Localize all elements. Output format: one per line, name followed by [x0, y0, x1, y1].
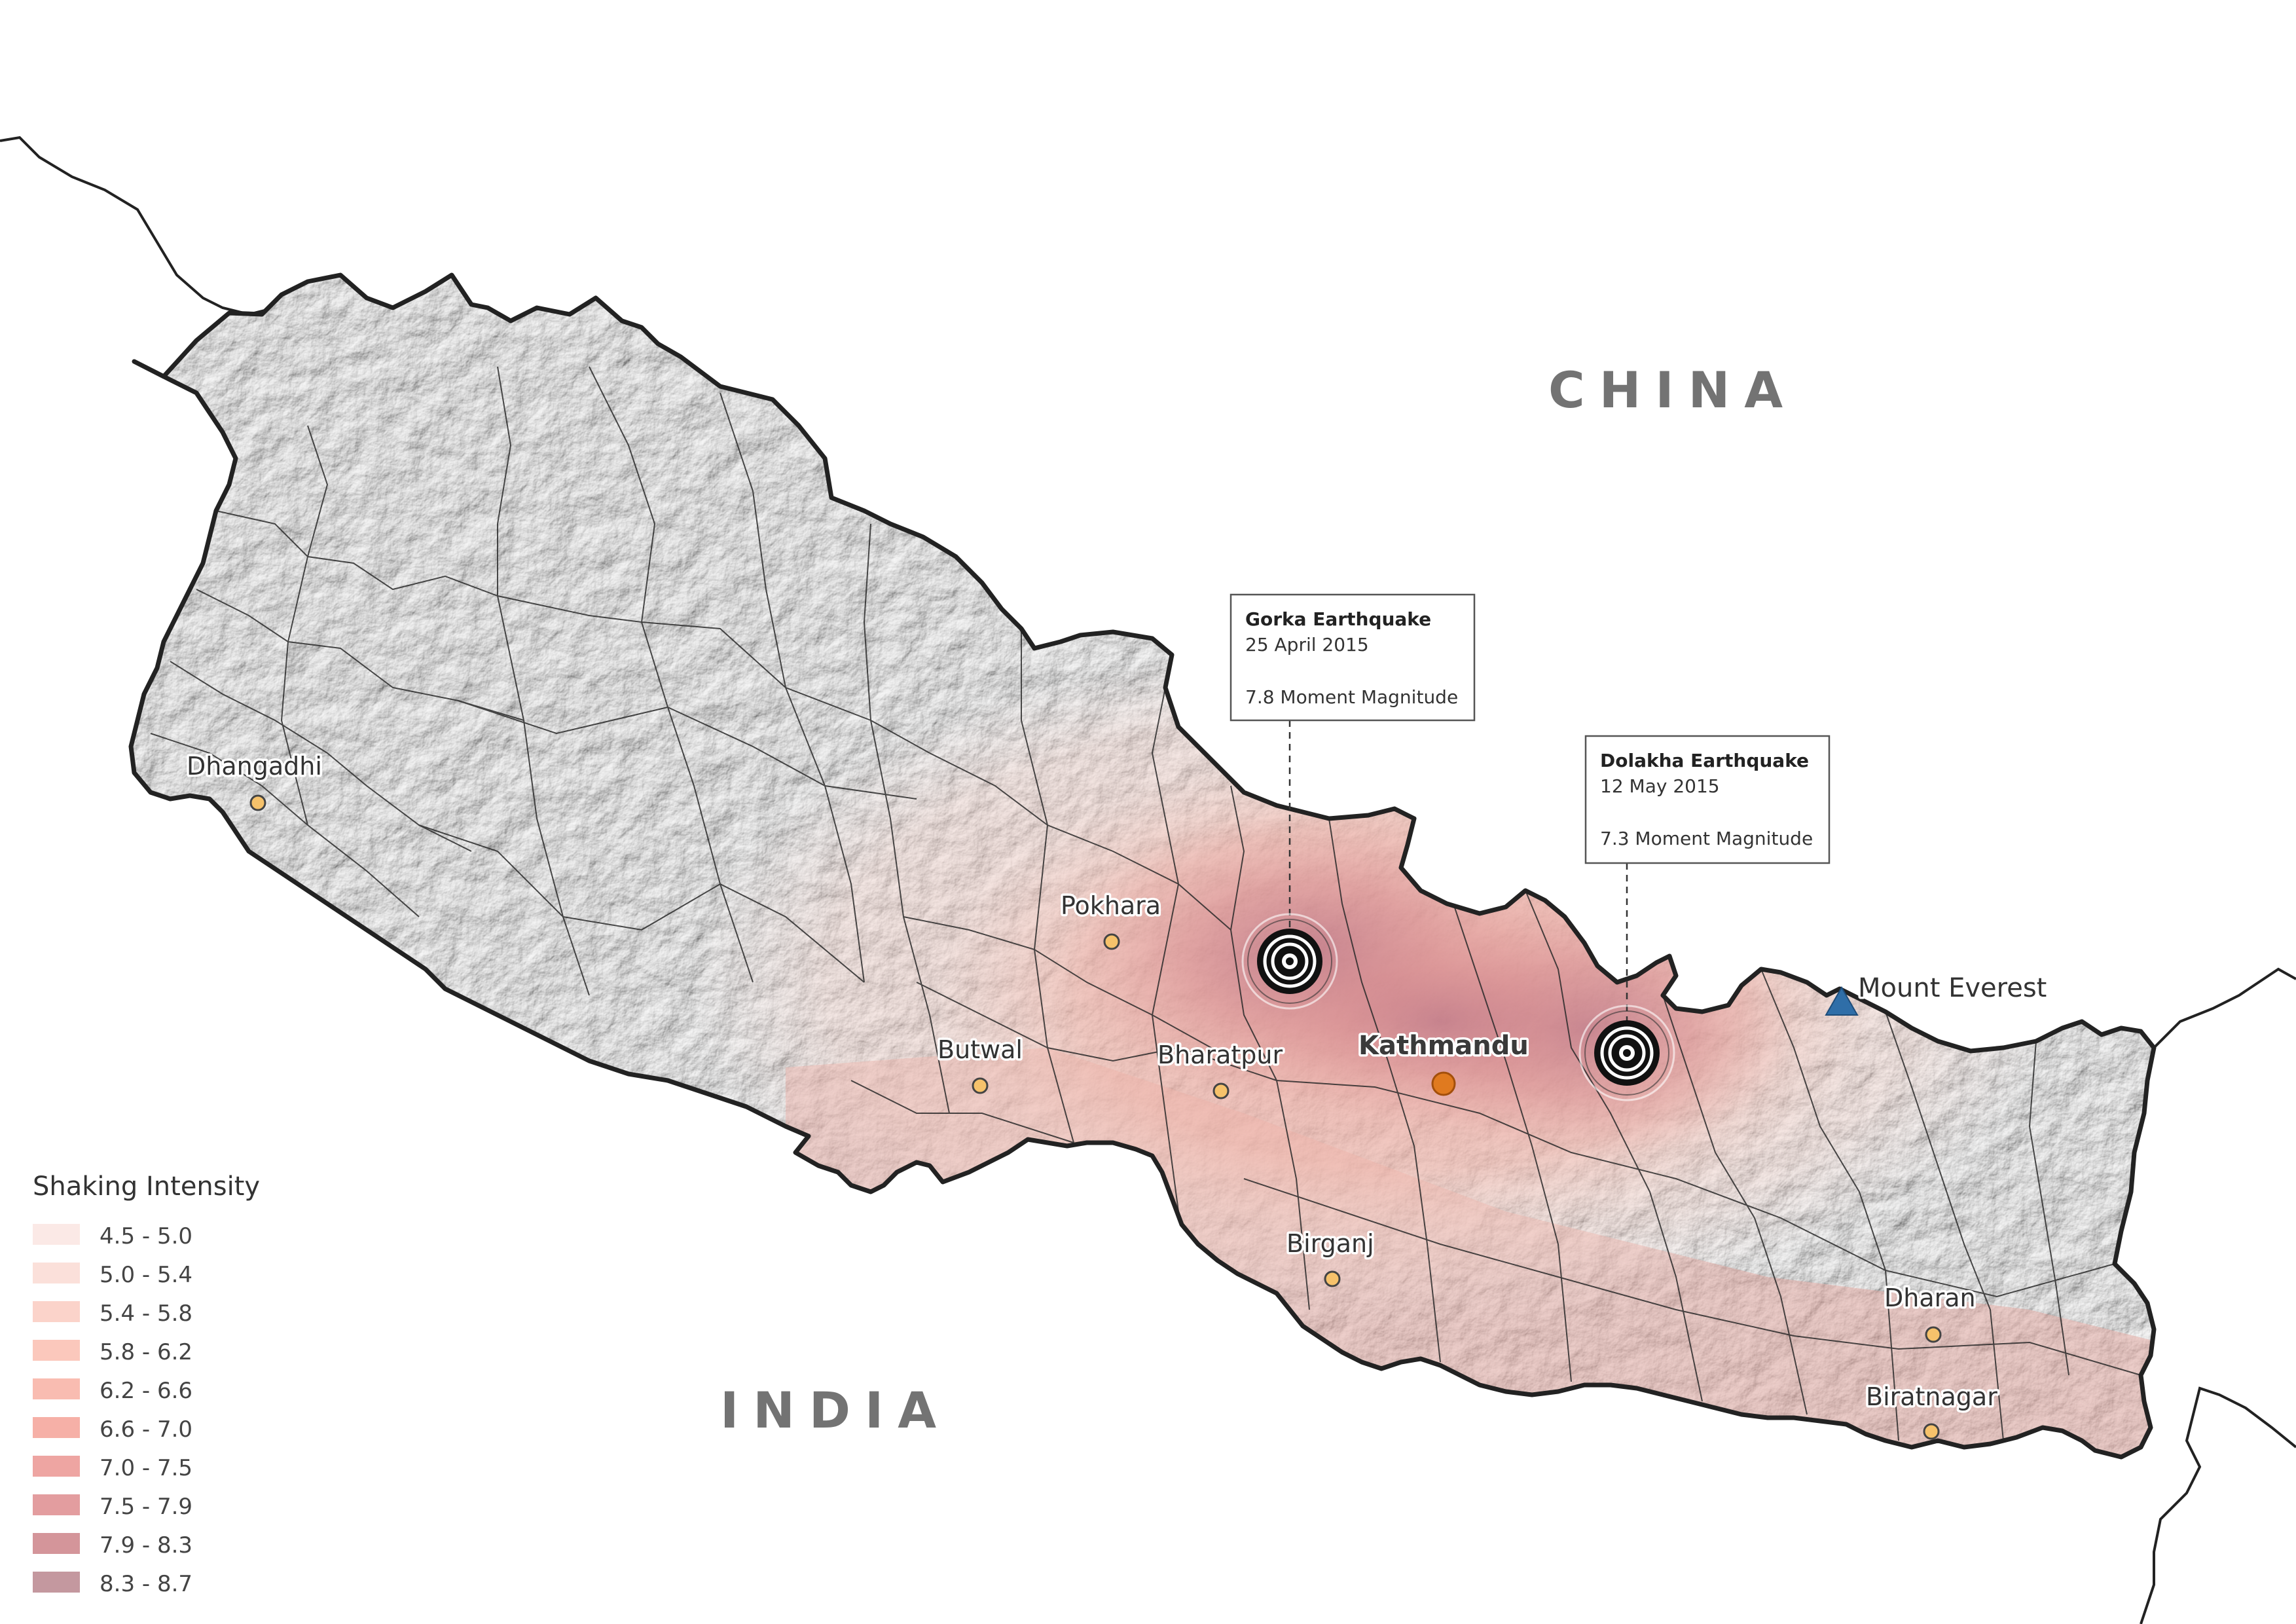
city-biratnagar[interactable]: Biratnagar	[1864, 1380, 2000, 1440]
legend-label: 7.0 - 7.5	[100, 1455, 192, 1481]
city-label-dharan: Dharan	[1884, 1283, 1976, 1312]
legend-label: 7.5 - 7.9	[100, 1494, 192, 1520]
city-dharan[interactable]: Dharan	[1882, 1282, 1978, 1343]
legend-label: 4.5 - 5.0	[100, 1223, 192, 1249]
city-label-butwal: Butwal	[938, 1035, 1023, 1064]
capital-marker-icon	[1431, 1071, 1456, 1096]
legend-swatch	[33, 1417, 80, 1438]
legend-label: 6.2 - 6.6	[100, 1378, 192, 1404]
legend-label: 5.4 - 5.8	[100, 1301, 192, 1327]
capital-kathmandu[interactable]: Kathmandu	[1357, 1029, 1531, 1096]
country-label-china: CHINA	[1548, 361, 1797, 419]
legend-swatch	[33, 1301, 80, 1322]
legend-swatch	[33, 1456, 80, 1477]
city-butwal[interactable]: Butwal	[936, 1033, 1025, 1094]
dolakha-callout: Dolakha Earthquake 12 May 2015 7.3 Momen…	[1584, 735, 1831, 864]
dolakha-callout-date: 12 May 2015	[1600, 775, 1720, 797]
city-marker-icon	[1212, 1082, 1230, 1099]
city-bharatpur[interactable]: Bharatpur	[1156, 1039, 1285, 1099]
legend-swatch	[33, 1378, 80, 1399]
legend-item: 5.0 - 5.4	[33, 1262, 192, 1288]
india-border-east	[2140, 1386, 2296, 1624]
country-label-india: INDIA	[720, 1381, 951, 1439]
city-marker-icon	[1103, 933, 1120, 950]
gorka-epicenter-icon[interactable]	[1241, 913, 1338, 1010]
legend-item: 4.5 - 5.0	[33, 1223, 192, 1249]
legend-item: 6.6 - 7.0	[33, 1416, 192, 1443]
legend-label: 5.8 - 6.2	[100, 1339, 192, 1365]
legend-label: 7.9 - 8.3	[100, 1532, 192, 1559]
legend-item: 6.2 - 6.6	[33, 1378, 192, 1404]
nepal-terrain	[131, 275, 2154, 1457]
city-dhangadhi[interactable]: Dhangadhi	[185, 750, 324, 811]
legend-swatch	[33, 1340, 80, 1361]
city-pokhara[interactable]: Pokhara	[1059, 889, 1163, 950]
mountain-triangle-icon	[1825, 986, 1859, 1016]
legend-label: 8.3 - 8.7	[100, 1571, 192, 1597]
legend-title: Shaking Intensity	[33, 1172, 260, 1202]
capital-label-kathmandu: Kathmandu	[1358, 1031, 1529, 1061]
peak-mount-everest[interactable]: Mount Everest	[1825, 971, 2049, 1016]
city-birganj[interactable]: Birganj	[1285, 1227, 1376, 1287]
legend-item: 5.4 - 5.8	[33, 1301, 192, 1327]
china-border-east	[2153, 967, 2296, 1049]
legend-swatch	[33, 1224, 80, 1245]
gorka-callout: Gorka Earthquake 25 April 2015 7.8 Momen…	[1230, 593, 1476, 722]
city-marker-icon	[1923, 1423, 1940, 1440]
city-marker-icon	[972, 1077, 989, 1094]
legend-label: 6.6 - 7.0	[100, 1416, 192, 1443]
legend-items: 4.5 - 5.0 5.0 - 5.4 5.4 - 5.8 5.8 - 6.2 …	[33, 1223, 192, 1597]
gorka-callout-date: 25 April 2015	[1245, 634, 1369, 655]
legend-item: 7.9 - 8.3	[33, 1532, 192, 1559]
city-marker-icon	[249, 794, 266, 811]
city-label-dhangadhi: Dhangadhi	[187, 752, 322, 781]
gorka-callout-title: Gorka Earthquake	[1245, 608, 1431, 630]
peak-label-mount-everest: Mount Everest	[1858, 973, 2047, 1003]
dolakha-epicenter-icon[interactable]	[1578, 1005, 1675, 1101]
legend-swatch	[33, 1263, 80, 1283]
city-marker-icon	[1324, 1270, 1341, 1287]
dolakha-callout-title: Dolakha Earthquake	[1600, 750, 1809, 771]
dolakha-callout-magnitude: 7.3 Moment Magnitude	[1600, 828, 1813, 849]
gorka-callout-magnitude: 7.8 Moment Magnitude	[1245, 686, 1458, 708]
legend-swatch	[33, 1533, 80, 1554]
legend-label: 5.0 - 5.4	[100, 1262, 192, 1288]
legend-item: 7.5 - 7.9	[33, 1494, 192, 1520]
city-label-bharatpur: Bharatpur	[1157, 1041, 1283, 1069]
city-label-birganj: Birganj	[1286, 1229, 1374, 1258]
legend-item: 5.8 - 6.2	[33, 1339, 192, 1365]
legend-item: 8.3 - 8.7	[33, 1571, 192, 1597]
city-marker-icon	[1925, 1326, 1942, 1343]
legend-swatch	[33, 1572, 80, 1593]
legend-item: 7.0 - 7.5	[33, 1455, 192, 1481]
city-label-pokhara: Pokhara	[1061, 891, 1161, 920]
legend-swatch	[33, 1494, 80, 1515]
legend: Shaking Intensity 4.5 - 5.0 5.0 - 5.4 5.…	[33, 1172, 260, 1597]
city-label-biratnagar: Biratnagar	[1866, 1382, 1997, 1411]
